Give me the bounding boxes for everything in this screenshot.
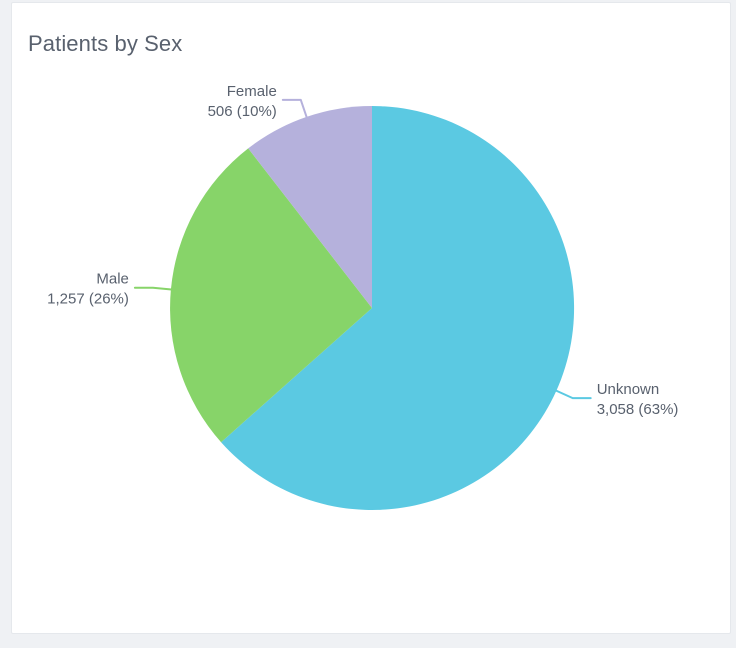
pie-slice-unknown[interactable] [221, 105, 575, 510]
pie-slice-female[interactable] [248, 106, 372, 308]
chart-title: Patients by Sex [28, 31, 183, 56]
pie-slice-male[interactable] [170, 148, 372, 443]
